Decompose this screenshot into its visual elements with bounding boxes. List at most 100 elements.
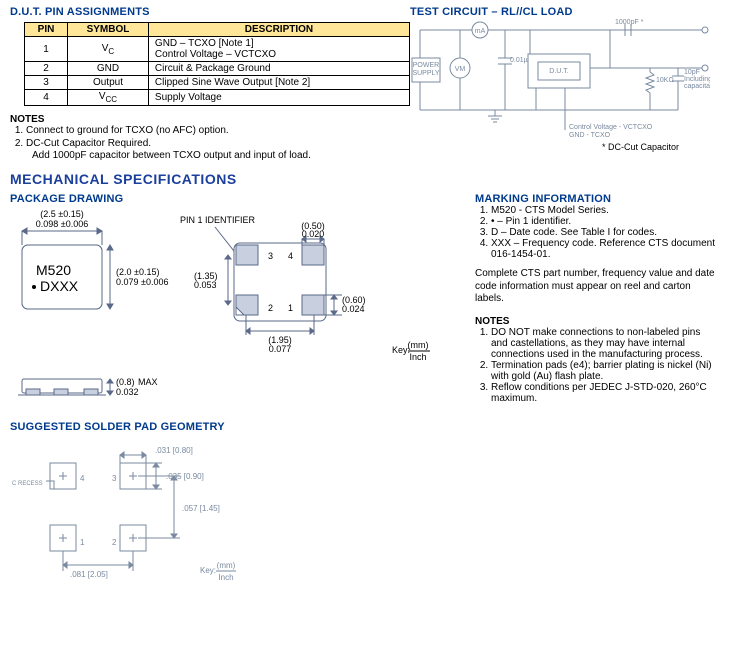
- svg-text:0.032: 0.032: [116, 387, 139, 397]
- sym-1: VC: [68, 37, 149, 62]
- svg-text:10KΩ: 10KΩ: [656, 77, 674, 84]
- marking-list: M520 - CTS Model Series. • – Pin 1 ident…: [475, 205, 715, 260]
- marking-title: MARKING INFORMATION: [475, 193, 715, 205]
- svg-text:0.024: 0.024: [342, 304, 365, 314]
- svg-text:0.053: 0.053: [194, 280, 217, 290]
- svg-text:Key:: Key:: [200, 566, 216, 575]
- svg-text:mA: mA: [475, 28, 486, 35]
- desc-3: Clipped Sine Wave Output [Note 2]: [148, 76, 409, 90]
- test-circuit-svg: mA POWER SUPPLY VM 0.01µF: [410, 18, 710, 153]
- desc-1: GND – TCXO [Note 1] Control Voltage – VC…: [148, 37, 409, 62]
- pin-2: 2: [25, 62, 68, 76]
- pins-table: PIN SYMBOL DESCRIPTION 1 VC GND – TCXO […: [24, 22, 410, 106]
- test-circuit-title: TEST CIRCUIT – RL//CL LOAD: [410, 6, 720, 18]
- svg-text:Inch: Inch: [409, 352, 426, 362]
- desc-1a: GND – TCXO [Note 1]: [155, 38, 254, 49]
- sym-2: GND: [68, 62, 149, 76]
- pkg-sideview-svg: (0.8) MAX 0.032: [10, 365, 230, 407]
- svg-text:(mm): (mm): [408, 340, 429, 350]
- test-circuit-block: TEST CIRCUIT – RL//CL LOAD mA POWER SUPP…: [410, 6, 720, 161]
- pins-title: D.U.T. PIN ASSIGNMENTS: [10, 6, 410, 18]
- desc-1b: Control Voltage – VCTCXO: [155, 49, 276, 60]
- svg-text:3: 3: [112, 474, 117, 483]
- svg-text:capacitance.: capacitance.: [684, 83, 710, 90]
- sym-3: Output: [68, 76, 149, 90]
- svg-text:POWER: POWER: [413, 62, 439, 69]
- svg-text:2: 2: [268, 303, 273, 313]
- svg-text:1000pF *: 1000pF *: [615, 19, 644, 26]
- marking-4: XXX – Frequency code. Reference CTS docu…: [491, 238, 715, 260]
- svg-text:D.U.T.: D.U.T.: [549, 68, 569, 75]
- marking-note-2: Termination pads (e4); barrier plating i…: [491, 360, 715, 382]
- svg-text:1: 1: [80, 538, 85, 547]
- svg-text:3: 3: [268, 251, 273, 261]
- svg-text:(0.8): (0.8): [116, 377, 135, 387]
- pin-row-2: 2 GND Circuit & Package Ground: [25, 62, 410, 76]
- solder-title: SUGGESTED SOLDER PAD GEOMETRY: [10, 421, 475, 433]
- marking-para: Complete CTS part number, frequency valu…: [475, 268, 715, 306]
- svg-text:(2.5 ±0.15): (2.5 ±0.15): [40, 209, 83, 219]
- svg-text:(mm): (mm): [217, 561, 236, 570]
- pin-assign-block: D.U.T. PIN ASSIGNMENTS PIN SYMBOL DESCRI…: [10, 6, 410, 161]
- sym4-pre: V: [99, 91, 106, 102]
- svg-text:(2.0 ±0.15): (2.0 ±0.15): [116, 267, 159, 277]
- svg-text:0.079 ±0.006: 0.079 ±0.006: [116, 277, 168, 287]
- th-pin: PIN: [25, 23, 68, 37]
- svg-text:.031 [0.80]: .031 [0.80]: [155, 446, 193, 455]
- dc-cut-footnote: * DC-Cut Capacitor: [602, 142, 679, 152]
- svg-text:Control Voltage - VCTCXO: Control Voltage - VCTCXO: [569, 124, 653, 131]
- svg-text:.081 [2.05]: .081 [2.05]: [70, 570, 108, 579]
- svg-text:DXXX: DXXX: [40, 278, 79, 294]
- mech-row: PACKAGE DRAWING (2.5 ±0.15) 0.098 ±0.006…: [10, 193, 722, 583]
- svg-text:Inch: Inch: [218, 573, 233, 582]
- marking-note-1: DO NOT make connections to non-labeled p…: [491, 327, 715, 360]
- desc-2: Circuit & Package Ground: [148, 62, 409, 76]
- marking-col: MARKING INFORMATION M520 - CTS Model Ser…: [475, 193, 715, 583]
- svg-text:2: 2: [112, 538, 117, 547]
- marking-2: • – Pin 1 identifier.: [491, 216, 715, 227]
- svg-text:0.020: 0.020: [302, 229, 325, 239]
- svg-text:VM: VM: [455, 66, 466, 73]
- svg-text:MAX: MAX: [138, 377, 158, 387]
- marking-note-3: Reflow conditions per JEDEC J-STD-020, 2…: [491, 382, 715, 404]
- top-notes-list: Connect to ground for TCXO (no AFC) opti…: [10, 125, 410, 150]
- solder-svg: C RECESS 4 3: [10, 433, 310, 583]
- top-note-2b: Add 1000pF capacitor between TCXO output…: [32, 150, 410, 161]
- marking-notes-list: DO NOT make connections to non-labeled p…: [475, 327, 715, 404]
- svg-text:PIN 1 IDENTIFIER: PIN 1 IDENTIFIER: [180, 215, 256, 225]
- pins-header-row: PIN SYMBOL DESCRIPTION: [25, 23, 410, 37]
- desc-4: Supply Voltage: [148, 90, 409, 106]
- svg-text:0.098 ±0.006: 0.098 ±0.006: [36, 219, 88, 229]
- pin-3: 3: [25, 76, 68, 90]
- pkg-topview-svg: (2.5 ±0.15) 0.098 ±0.006 M520 DXXX (2.0 …: [10, 205, 470, 365]
- svg-text:4: 4: [288, 251, 293, 261]
- pin-row-1: 1 VC GND – TCXO [Note 1] Control Voltage…: [25, 37, 410, 62]
- pin-4: 4: [25, 90, 68, 106]
- pkg-drawing-title: PACKAGE DRAWING: [10, 193, 475, 205]
- svg-text:Including probe: Including probe: [684, 76, 710, 83]
- svg-text:.057 [1.45]: .057 [1.45]: [182, 504, 220, 513]
- svg-text:1: 1: [288, 303, 293, 313]
- marking-1: M520 - CTS Model Series.: [491, 205, 715, 216]
- top-note-2: DC-Cut Capacitor Required.: [26, 138, 410, 151]
- svg-text:C RECESS: C RECESS: [12, 481, 43, 487]
- top-note-1: Connect to ground for TCXO (no AFC) opti…: [26, 125, 410, 138]
- pin-row-4: 4 VCC Supply Voltage: [25, 90, 410, 106]
- pin-1: 1: [25, 37, 68, 62]
- marking-3: D – Date code. See Table I for codes.: [491, 227, 715, 238]
- svg-text:0.077: 0.077: [269, 344, 292, 354]
- top-row: D.U.T. PIN ASSIGNMENTS PIN SYMBOL DESCRI…: [10, 6, 722, 161]
- pin-row-3: 3 Output Clipped Sine Wave Output [Note …: [25, 76, 410, 90]
- top-notes-title: NOTES: [10, 114, 410, 125]
- svg-text:GND - TCXO: GND - TCXO: [569, 132, 611, 139]
- drawings-col: PACKAGE DRAWING (2.5 ±0.15) 0.098 ±0.006…: [10, 193, 475, 583]
- sym1-sub: C: [108, 47, 114, 56]
- svg-text:M520: M520: [36, 262, 71, 278]
- svg-text:SUPPLY: SUPPLY: [412, 70, 439, 77]
- sym4-sub: CC: [106, 95, 118, 104]
- th-symbol: SYMBOL: [68, 23, 149, 37]
- svg-text:4: 4: [80, 474, 85, 483]
- svg-text:10pF: 10pF: [684, 69, 700, 76]
- sym-4: VCC: [68, 90, 149, 106]
- mech-specs-title: MECHANICAL SPECIFICATIONS: [10, 171, 722, 187]
